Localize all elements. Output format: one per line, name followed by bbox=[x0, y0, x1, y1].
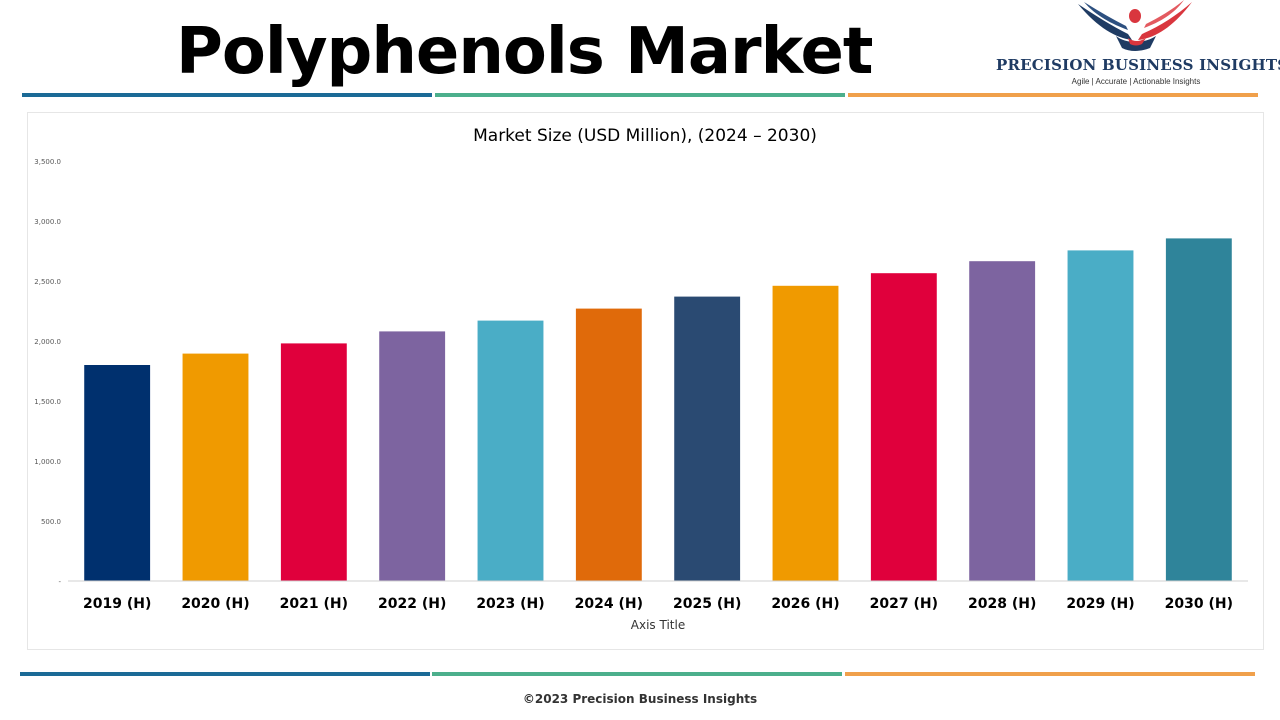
x-tick-label: 2029 (H) bbox=[1066, 596, 1134, 612]
x-tick-label: 2028 (H) bbox=[968, 596, 1036, 612]
x-tick-label: 2020 (H) bbox=[181, 596, 249, 612]
bottom-stripe-orange bbox=[845, 672, 1255, 676]
x-tick-label: 2026 (H) bbox=[771, 596, 839, 612]
bar-2020-h bbox=[182, 353, 249, 581]
y-tick-label: 2,500.0 bbox=[34, 278, 61, 286]
x-tick-label: 2025 (H) bbox=[673, 596, 741, 612]
bottom-stripe-green bbox=[432, 672, 842, 676]
page-title: Polyphenols Market bbox=[176, 15, 873, 89]
x-tick-label: 2022 (H) bbox=[378, 596, 446, 612]
bar-2030-h bbox=[1165, 238, 1232, 581]
bar-2029-h bbox=[1067, 250, 1134, 581]
y-tick-label: 3,000.0 bbox=[34, 218, 61, 226]
bar-2025-h bbox=[674, 296, 741, 581]
logo-company-name: PRECISION BUSINESS INSIGHTS bbox=[996, 56, 1280, 74]
bar-2024-h bbox=[575, 308, 642, 581]
y-tick-label: 500.0 bbox=[41, 518, 61, 526]
x-tick-label: 2024 (H) bbox=[575, 596, 643, 612]
bar-2023-h bbox=[477, 320, 544, 581]
y-tick-label: - bbox=[58, 578, 61, 586]
y-tick-label: 1,500.0 bbox=[34, 398, 61, 406]
footer-copyright: ©2023 Precision Business Insights bbox=[522, 692, 758, 706]
bar-chart: Market Size (USD Million), (2024 – 2030)… bbox=[34, 126, 1248, 632]
x-axis-title: Axis Title bbox=[631, 618, 685, 632]
x-tick-label: 2027 (H) bbox=[870, 596, 938, 612]
bar-2026-h bbox=[772, 285, 839, 581]
x-tick-label: 2021 (H) bbox=[280, 596, 348, 612]
company-logo: PRECISION BUSINESS INSIGHTS Agile | Accu… bbox=[990, 0, 1280, 92]
top-stripe-blue bbox=[22, 93, 432, 97]
bar-2028-h bbox=[969, 261, 1036, 581]
bar-2027-h bbox=[870, 273, 937, 581]
top-stripe-orange bbox=[848, 93, 1258, 97]
bar-2019-h bbox=[84, 365, 151, 581]
chart-panel: Market Size (USD Million), (2024 – 2030)… bbox=[27, 112, 1264, 650]
x-tick-label: 2019 (H) bbox=[83, 596, 151, 612]
eagle-handshake-logo-icon bbox=[1078, 0, 1192, 51]
bottom-stripe-blue bbox=[20, 672, 430, 676]
bar-2022-h bbox=[379, 331, 446, 581]
y-tick-label: 2,000.0 bbox=[34, 338, 61, 346]
chart-title: Market Size (USD Million), (2024 – 2030) bbox=[473, 126, 817, 146]
y-tick-label: 1,000.0 bbox=[34, 458, 61, 466]
y-tick-label: 3,500.0 bbox=[34, 158, 61, 166]
top-stripe-green bbox=[435, 93, 845, 97]
x-tick-label: 2023 (H) bbox=[476, 596, 544, 612]
bar-2021-h bbox=[280, 343, 347, 581]
logo-tagline: Agile | Accurate | Actionable Insights bbox=[1071, 77, 1201, 86]
x-tick-label: 2030 (H) bbox=[1165, 596, 1233, 612]
